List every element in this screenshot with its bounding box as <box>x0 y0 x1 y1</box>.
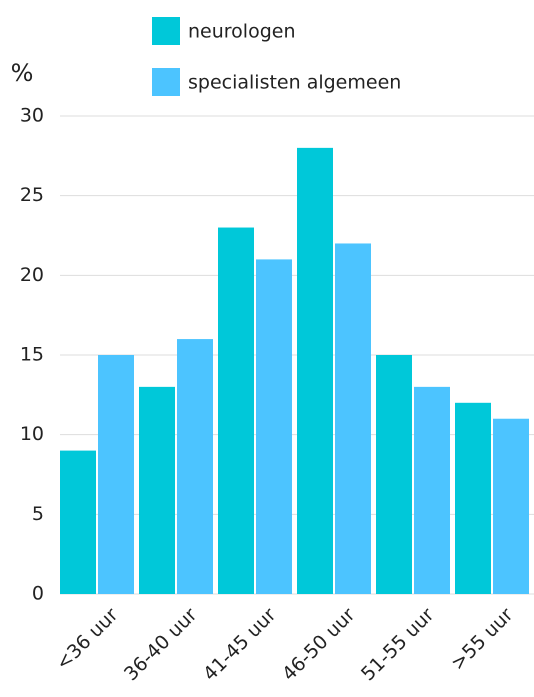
y-tick-label: 15 <box>20 344 44 366</box>
legend-swatch <box>152 17 180 45</box>
x-tick-label: 51-55 uur <box>357 604 439 686</box>
legend-label: specialisten algemeen <box>188 72 401 94</box>
y-tick-label: 30 <box>20 105 44 127</box>
bar <box>60 450 96 594</box>
x-tick-label: 46-50 uur <box>278 604 360 686</box>
bar <box>297 147 333 594</box>
y-tick-label: 20 <box>20 264 44 286</box>
y-axis-label: % <box>11 59 34 87</box>
bar <box>414 386 450 594</box>
bar <box>98 355 134 594</box>
bar <box>376 355 412 594</box>
bar <box>177 339 213 594</box>
legend-label: neurologen <box>188 21 296 43</box>
x-tick-label: <36 uur <box>52 604 123 675</box>
bar <box>139 386 175 594</box>
bar <box>335 243 371 594</box>
bar <box>455 402 491 594</box>
x-tick-label: 36-40 uur <box>120 604 202 686</box>
bar <box>256 259 292 594</box>
x-tick-label: >55 uur <box>447 604 518 675</box>
x-tick-label: 41-45 uur <box>199 604 281 686</box>
y-tick-label: 0 <box>32 583 44 605</box>
bar <box>218 227 254 595</box>
legend-swatch <box>152 68 180 96</box>
y-tick-label: 25 <box>20 184 44 206</box>
y-tick-label: 10 <box>20 423 44 445</box>
bar <box>493 418 529 594</box>
y-tick-label: 5 <box>32 503 44 525</box>
